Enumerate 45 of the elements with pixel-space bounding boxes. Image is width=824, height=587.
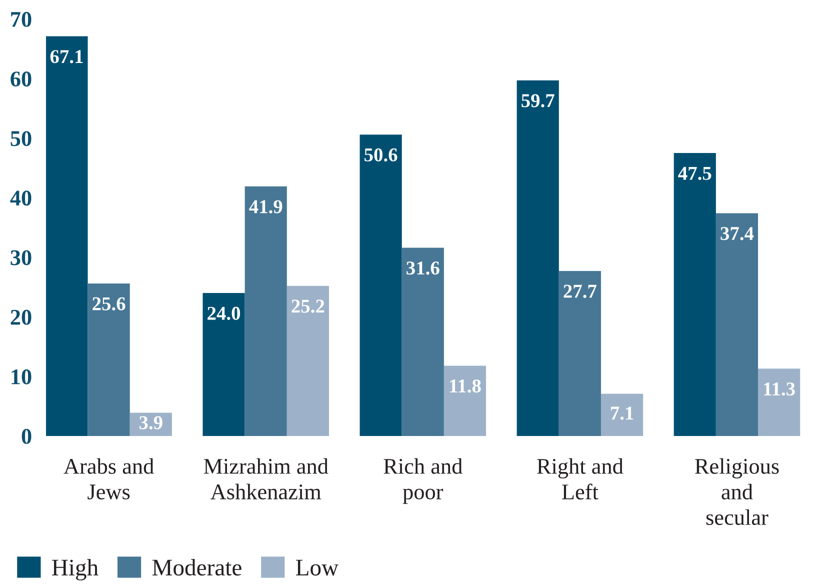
bar: [46, 36, 88, 436]
data-label: 31.6: [406, 262, 440, 275]
data-label: 37.4: [720, 227, 754, 240]
x-tick-label: Right and Left: [537, 458, 624, 500]
bar: [360, 134, 402, 436]
y-tick-label: 70: [11, 12, 32, 27]
bar: [758, 368, 800, 436]
y-tick-label: 30: [10, 250, 32, 266]
bar: [244, 186, 287, 436]
y-tick-label: 50: [10, 131, 32, 146]
data-label: 41.9: [249, 200, 282, 214]
x-tick-label: Religious and secular: [695, 458, 779, 526]
bar: [558, 270, 601, 436]
data-label: 50.6: [364, 148, 398, 162]
bar: [88, 283, 130, 436]
legend-label: Moderate: [152, 558, 242, 576]
bar: [600, 394, 644, 436]
data-label: 25.6: [92, 297, 126, 310]
data-label: 27.7: [564, 284, 596, 298]
bar: [402, 248, 444, 436]
y-tick-label: 0: [22, 428, 32, 444]
x-tick-label: Mizrahim and Ashkenazim: [204, 458, 328, 500]
bar: [202, 293, 245, 436]
legend-label: High: [52, 558, 98, 580]
data-label: 7.1: [610, 406, 634, 420]
bar: [516, 80, 559, 436]
bar: [716, 213, 758, 436]
y-tick-label: 60: [10, 72, 32, 86]
y-tick-label: 20: [10, 310, 32, 325]
data-label: 67.1: [50, 50, 83, 64]
data-label: 11.8: [450, 379, 481, 393]
y-tick-label: 10: [12, 369, 32, 384]
data-label: 24.0: [208, 306, 240, 320]
data-label: 25.2: [292, 300, 324, 313]
x-tick-label: Arabs and Jews: [64, 458, 154, 500]
y-tick-label: 40: [10, 190, 32, 206]
data-label: 47.5: [678, 166, 712, 180]
data-label: 3.9: [139, 416, 162, 430]
bar: [286, 286, 329, 436]
legend-label: Low: [296, 560, 338, 576]
bar: [444, 366, 486, 436]
bar: [674, 153, 716, 436]
x-tick-label: Rich and poor: [384, 458, 462, 504]
data-label: 11.3: [764, 382, 795, 396]
data-label: 59.7: [522, 94, 554, 108]
